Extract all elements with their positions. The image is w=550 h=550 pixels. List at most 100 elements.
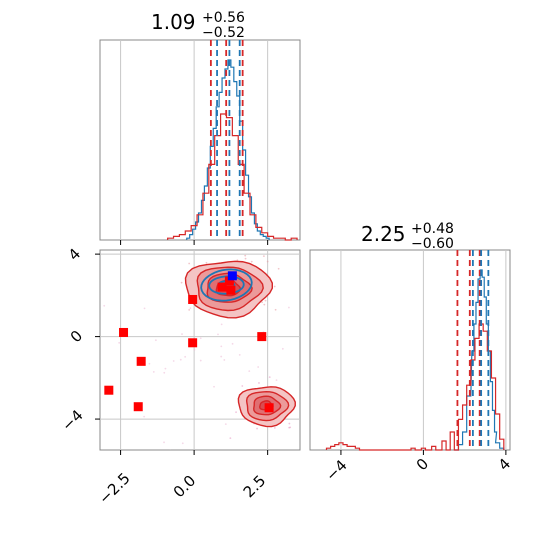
joint-ytick-label: 0 <box>67 327 86 346</box>
scatter-point <box>261 301 263 304</box>
joint-frame <box>99 249 301 451</box>
joint-xtick-label: −2.5 <box>95 469 133 507</box>
scatter-point <box>217 333 219 336</box>
scatter-point <box>180 281 183 284</box>
scatter-point <box>220 355 223 358</box>
scatter-point <box>154 339 157 342</box>
scatter-point <box>281 347 284 350</box>
marginal-x-grid <box>120 40 269 245</box>
scatter-point <box>244 254 247 257</box>
red-marker <box>224 276 234 286</box>
scatter-point <box>205 261 208 264</box>
scatter-point <box>258 382 260 384</box>
joint-xtick-label: 2.5 <box>240 472 270 502</box>
scatter-point <box>152 371 155 373</box>
scatter-point <box>185 245 187 247</box>
scatter-point <box>199 337 202 340</box>
scatter-point <box>163 441 165 444</box>
marginal-y-xtick-label: 4 <box>495 455 514 474</box>
marginal-x-title: 1.09 <box>151 10 196 34</box>
scatter-point <box>169 449 171 450</box>
scatter-point <box>220 323 223 326</box>
marginal-x-panel: 1.09 +0.56 −0.52 <box>99 10 301 245</box>
scatter-point <box>244 257 247 260</box>
scatter-point <box>224 423 227 425</box>
joint-contours <box>184 260 296 428</box>
scatter-point <box>288 306 290 309</box>
marginal-y-xtick-label: 0 <box>413 455 432 474</box>
histogram-series <box>186 59 270 240</box>
scatter-point <box>274 308 277 311</box>
scatter-point <box>263 303 266 306</box>
marginal-y-title-minus: −0.60 <box>411 236 454 252</box>
joint-ytick-label: −4 <box>58 406 86 434</box>
red-marker <box>119 327 129 337</box>
scatter-point <box>172 360 175 362</box>
scatter-point <box>188 262 191 265</box>
scatter-point <box>273 285 276 288</box>
scatter-point <box>236 259 239 262</box>
joint-ytick-label: 4 <box>65 245 84 264</box>
marginal-y-title-plus: +0.48 <box>411 221 454 237</box>
red-marker <box>217 282 227 292</box>
scatter-point <box>307 282 309 284</box>
scatter-point <box>189 307 192 310</box>
scatter-point <box>262 255 265 258</box>
histogram-series <box>167 113 298 241</box>
scatter-point <box>235 411 237 414</box>
red-marker <box>133 402 143 412</box>
joint-xtick-label: 0.0 <box>170 472 200 502</box>
scatter-point <box>220 345 223 348</box>
red-marker <box>136 356 146 366</box>
marginal-x-title-minus: −0.52 <box>202 25 245 41</box>
scatter-point <box>289 426 292 429</box>
joint-panel: −2.5 0.0 2.5 4 0 −4 <box>1 245 309 508</box>
scatter-point <box>223 359 226 361</box>
scatter-point <box>1 457 3 459</box>
scatter-point <box>181 333 183 335</box>
scatter-point <box>184 355 187 358</box>
scatter-point <box>241 385 244 387</box>
red-marker <box>264 403 274 413</box>
scatter-point <box>229 437 232 439</box>
scatter-point <box>266 260 269 263</box>
scatter-point <box>268 376 271 379</box>
marginal-y-xtick-label: −4 <box>322 456 350 484</box>
scatter-point <box>143 415 146 418</box>
marginal-y-grid <box>340 250 507 450</box>
scatter-point <box>148 362 151 365</box>
red-marker <box>226 285 236 295</box>
scatter-point <box>103 304 106 307</box>
scatter-point <box>231 342 234 345</box>
scatter-point <box>277 267 280 270</box>
red-marker <box>188 294 198 304</box>
scatter-point <box>248 370 251 373</box>
scatter-point <box>143 307 146 310</box>
joint-markers <box>104 271 274 413</box>
histogram-series <box>325 323 505 451</box>
scatter-point <box>179 358 182 361</box>
scatter-point <box>273 427 276 429</box>
scatter-point <box>288 422 291 425</box>
scatter-point <box>264 299 267 302</box>
marginal-y-histograms <box>325 269 505 451</box>
scatter-point <box>257 366 260 368</box>
scatter-point <box>188 309 191 311</box>
scatter-point <box>164 367 167 370</box>
scatter-point <box>250 260 253 263</box>
marginal-x-title-plus: +0.56 <box>202 10 245 26</box>
density-contour <box>200 268 253 302</box>
marginal-x-frame <box>99 39 301 241</box>
scatter-point <box>181 442 184 445</box>
scatter-point <box>213 385 215 388</box>
scatter-point <box>193 348 196 351</box>
joint-ticks <box>95 253 269 455</box>
blue-marker <box>227 271 237 281</box>
marginal-x-histograms <box>167 59 298 241</box>
scatter-point <box>238 354 241 356</box>
red-marker <box>257 332 267 342</box>
red-marker <box>104 385 114 395</box>
marginal-y-panel: −4 0 4 2.25 +0.48 −0.60 <box>309 221 514 485</box>
marginal-y-quantile-lines <box>456 250 490 450</box>
